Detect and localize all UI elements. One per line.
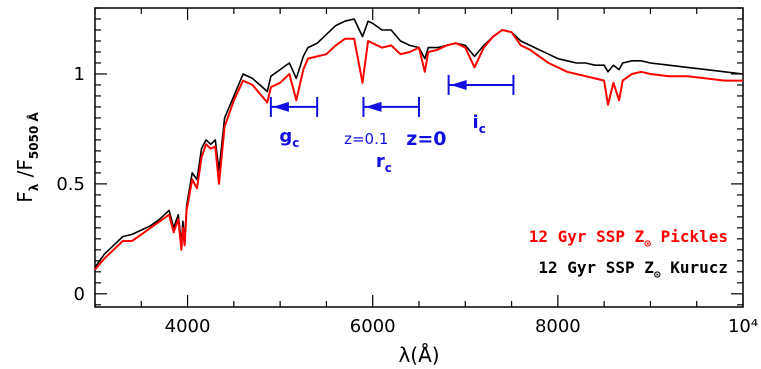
y-axis-label-main: F xyxy=(13,191,37,203)
x-tick-label: 6000 xyxy=(350,316,396,337)
x-tick-label: 10⁴ xyxy=(728,316,758,337)
legend: 12 Gyr SSP Z⊙ Pickles 12 Gyr SSP Z⊙ Kuru… xyxy=(529,227,728,281)
legend-entry-kurucz: 12 Gyr SSP Z⊙ Kurucz xyxy=(538,258,728,281)
series-line-pickles xyxy=(94,29,743,271)
legend-pickles-sun-symbol: ⊙ xyxy=(644,237,651,250)
band-label-name: i xyxy=(473,112,479,133)
band-label-name: r xyxy=(376,151,385,172)
y-tick-label: 1 xyxy=(74,64,85,85)
y-axis-label-sep: /F xyxy=(13,159,37,184)
band-label-sub: c xyxy=(385,161,392,175)
legend-kurucz-pre: 12 Gyr SSP Z xyxy=(538,258,654,277)
x-tick-label: 4000 xyxy=(165,316,211,337)
legend-pickles-post: Pickles xyxy=(651,227,728,246)
y-axis-label-sub1: λ xyxy=(27,183,41,191)
z01-label: z=0.1 xyxy=(344,130,388,148)
y-tick-label: 0.5 xyxy=(56,174,85,195)
band-label-name: g xyxy=(279,126,292,147)
legend-kurucz-sun-symbol: ⊙ xyxy=(654,268,661,281)
band-label: ic xyxy=(473,112,486,136)
y-tick-label: 0 xyxy=(74,284,85,305)
x-axis-ticks: 4000 6000 8000 10⁴ xyxy=(94,8,758,337)
legend-entry-pickles: 12 Gyr SSP Z⊙ Pickles xyxy=(529,227,728,250)
y-axis-ticks: 00.51 xyxy=(56,7,743,306)
x-axis-label: λ(Å) xyxy=(398,343,439,367)
y-axis-label-sub2: 5050 Å xyxy=(26,112,41,160)
z0-label: z=0 xyxy=(406,128,446,150)
band-label-sub: c xyxy=(479,122,486,136)
spectra xyxy=(94,18,744,271)
band-label: rc xyxy=(376,151,392,175)
band-arrow-head xyxy=(365,101,382,112)
band-arrow-head xyxy=(272,101,289,112)
band-label-sub: c xyxy=(292,136,299,150)
legend-kurucz-post: Kurucz xyxy=(661,258,728,277)
x-tick-label: 8000 xyxy=(535,316,581,337)
legend-pickles-pre: 12 Gyr SSP Z xyxy=(529,227,645,246)
y-axis-label: Fλ /F5050 Å xyxy=(13,112,41,203)
band-label: gc xyxy=(279,126,299,150)
band-arrow-head xyxy=(450,79,467,90)
